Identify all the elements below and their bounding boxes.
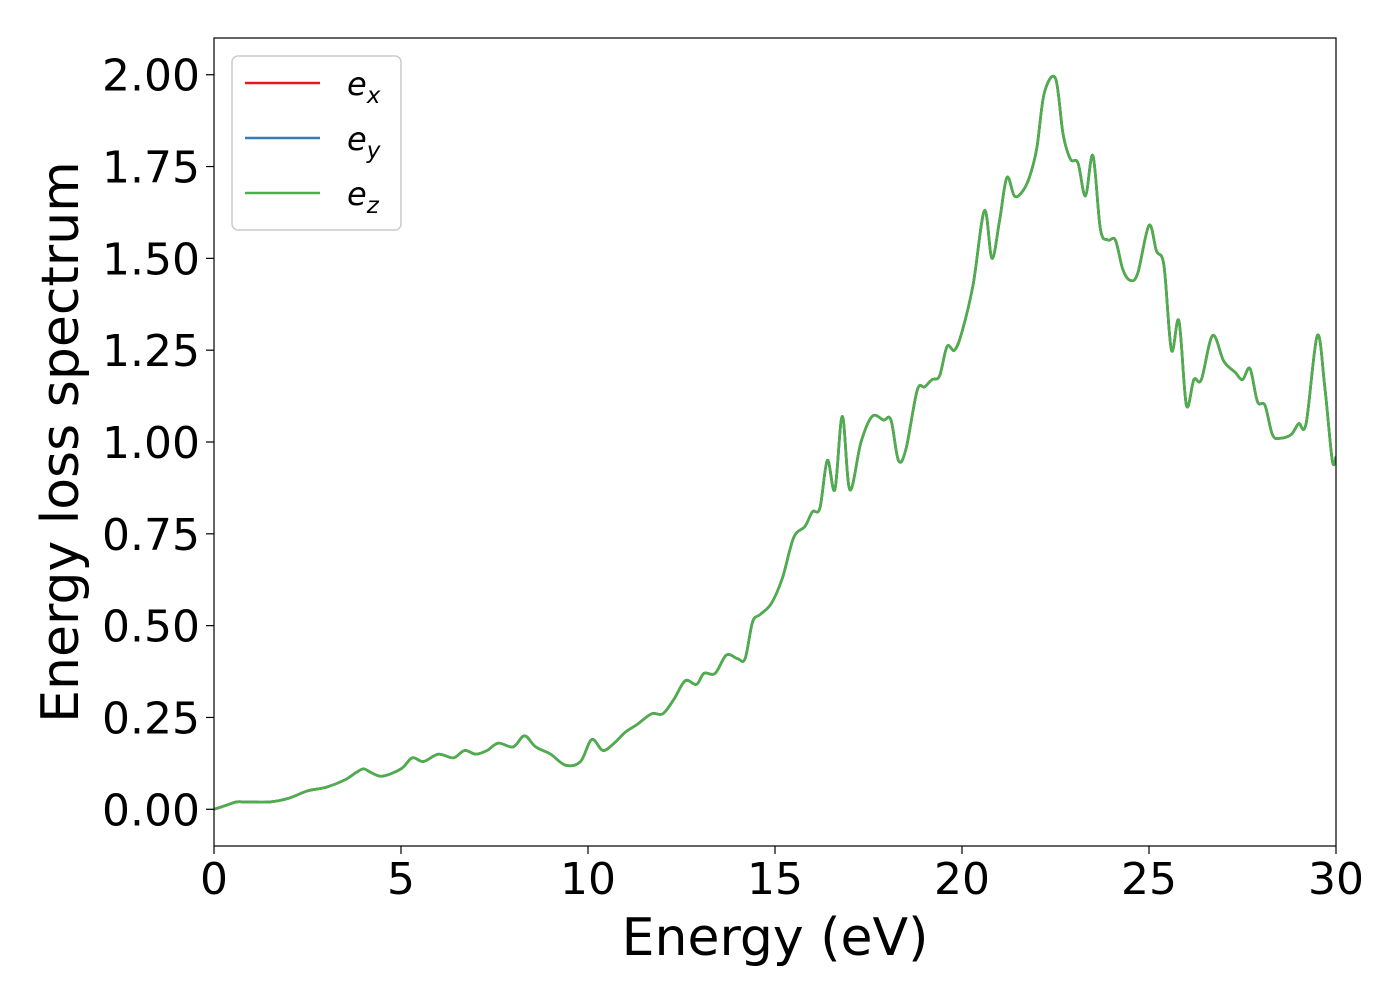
x-tick-label: 5 <box>387 854 415 905</box>
y-tick-label: 0.00 <box>102 785 200 836</box>
x-tick-label: 25 <box>1121 854 1177 905</box>
x-axis-ticks: 0 5 10 15 20 25 30 <box>200 846 1364 905</box>
y-tick-label: 1.75 <box>102 143 200 194</box>
y-axis-ticks: 0.00 0.25 0.50 0.75 1.00 1.25 1.50 1.75 2.00 <box>102 51 214 836</box>
x-tick-label: 30 <box>1308 854 1364 905</box>
y-tick-label: 0.75 <box>102 510 200 561</box>
y-tick-label: 0.25 <box>102 693 200 744</box>
y-axis-label: Energy loss spectrum <box>31 161 91 723</box>
x-tick-label: 20 <box>934 854 990 905</box>
y-tick-label: 0.50 <box>102 602 200 653</box>
plot-lines <box>214 74 1336 811</box>
y-tick-label: 1.50 <box>102 234 200 285</box>
y-tick-label: 2.00 <box>102 51 200 102</box>
y-tick-label: 1.25 <box>102 326 200 377</box>
y-tick-label: 1.00 <box>102 418 200 469</box>
x-tick-label: 0 <box>200 854 228 905</box>
x-axis-label: Energy (eV) <box>622 908 929 968</box>
x-tick-label: 10 <box>560 854 616 905</box>
series-line-ez <box>214 74 1336 811</box>
x-tick-label: 15 <box>747 854 803 905</box>
legend-box <box>231 55 402 231</box>
